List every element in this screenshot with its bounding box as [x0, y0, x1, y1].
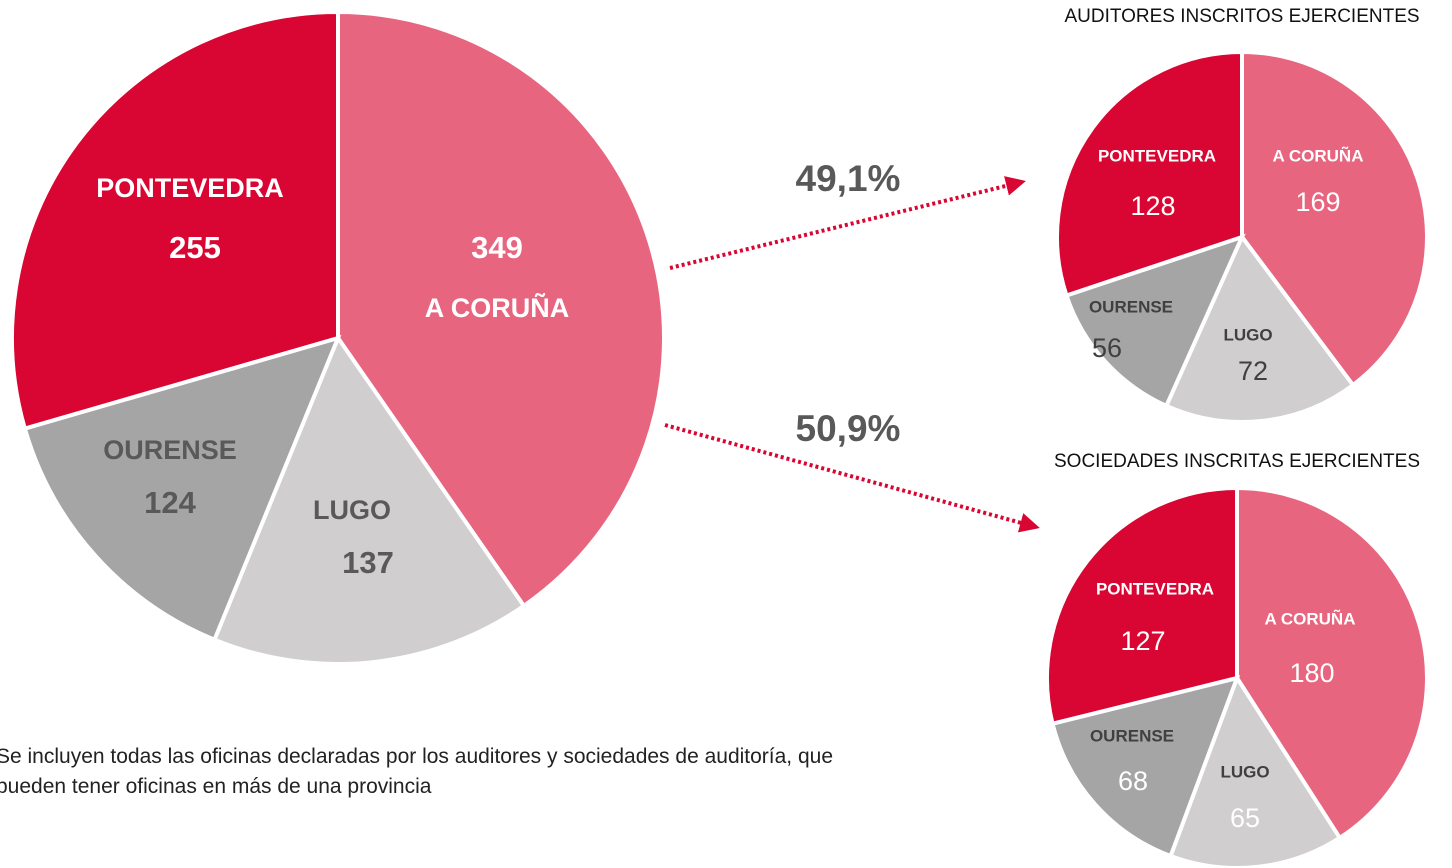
slice-label: LUGO	[1223, 325, 1272, 344]
annotation: 50,9%	[796, 408, 901, 449]
slice-label: LUGO	[313, 495, 391, 525]
pie-slice	[22, 334, 342, 643]
data-label: 72	[1238, 356, 1268, 386]
slice-label: PONTEVEDRA	[1096, 579, 1214, 598]
pie-slice	[211, 333, 527, 666]
slice-label: OURENSE	[1089, 297, 1173, 316]
pie-slice	[336, 9, 666, 609]
pie-slice	[1044, 485, 1239, 727]
slice-label: OURENSE	[103, 435, 237, 465]
data-label: 68	[1118, 766, 1148, 796]
data-label: 349	[471, 230, 523, 265]
arrow	[669, 176, 1026, 270]
pie-slice	[1055, 49, 1244, 298]
annotation: 49,1%	[796, 158, 901, 199]
slice-label: PONTEVEDRA	[96, 173, 284, 203]
slice-label: A CORUÑA	[1265, 608, 1356, 628]
data-label: 180	[1289, 658, 1334, 688]
data-label: 255	[169, 230, 221, 265]
slice-label: A CORUÑA	[1273, 145, 1364, 165]
data-label: 137	[342, 545, 394, 580]
data-label: 128	[1130, 191, 1175, 221]
pie-slice	[1163, 233, 1356, 424]
pie-slice	[10, 9, 340, 432]
pie-slice	[1168, 673, 1343, 868]
slice-label: OURENSE	[1090, 726, 1174, 745]
pie-slice	[1050, 675, 1241, 859]
chart-title: SOCIEDADES INSCRITAS EJERCIENTES	[1054, 451, 1420, 472]
slice-label: PONTEVEDRA	[1098, 146, 1216, 165]
data-label: 124	[144, 485, 196, 520]
data-label: 169	[1295, 187, 1340, 217]
pie-slice	[1063, 233, 1246, 409]
note: Se incluyen todas las oficinas declarada…	[0, 745, 834, 798]
slice-label: LUGO	[1220, 762, 1269, 781]
pie-slice	[1240, 49, 1429, 388]
data-label: 56	[1092, 333, 1122, 363]
data-label: 127	[1120, 626, 1165, 656]
data-label: 65	[1230, 803, 1260, 833]
slice-label: A CORUÑA	[425, 292, 570, 323]
arrow	[664, 423, 1040, 533]
chart-title: AUDITORES INSCRITOS EJERCIENTES	[1064, 6, 1419, 27]
